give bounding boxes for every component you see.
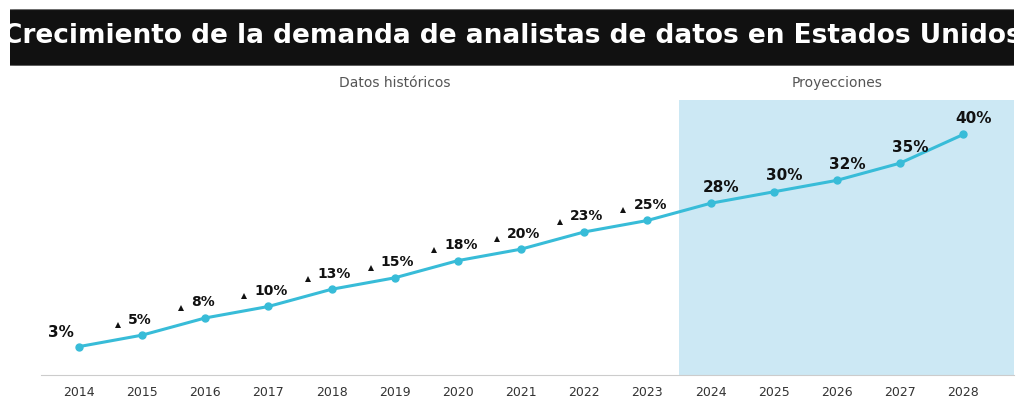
Text: 30%: 30% (766, 168, 803, 183)
Text: 20%: 20% (507, 226, 541, 241)
Text: 10%: 10% (255, 284, 288, 298)
Text: Datos históricos: Datos históricos (339, 76, 451, 90)
FancyBboxPatch shape (0, 10, 1024, 65)
Text: 25%: 25% (634, 198, 667, 212)
Text: Proyecciones: Proyecciones (792, 76, 883, 90)
Text: Crecimiento de la demanda de analistas de datos en Estados Unidos: Crecimiento de la demanda de analistas d… (3, 23, 1021, 49)
Text: 35%: 35% (893, 140, 929, 155)
Text: 32%: 32% (829, 157, 866, 172)
Text: 3%: 3% (48, 325, 74, 340)
Text: 18%: 18% (444, 238, 477, 252)
Bar (679, 100, 1024, 375)
Text: 5%: 5% (128, 313, 152, 327)
Text: 28%: 28% (702, 180, 739, 195)
Text: 13%: 13% (317, 267, 351, 281)
Text: 40%: 40% (955, 111, 992, 126)
Text: 23%: 23% (570, 209, 604, 224)
Text: 15%: 15% (381, 255, 415, 269)
Text: 8%: 8% (191, 295, 215, 309)
